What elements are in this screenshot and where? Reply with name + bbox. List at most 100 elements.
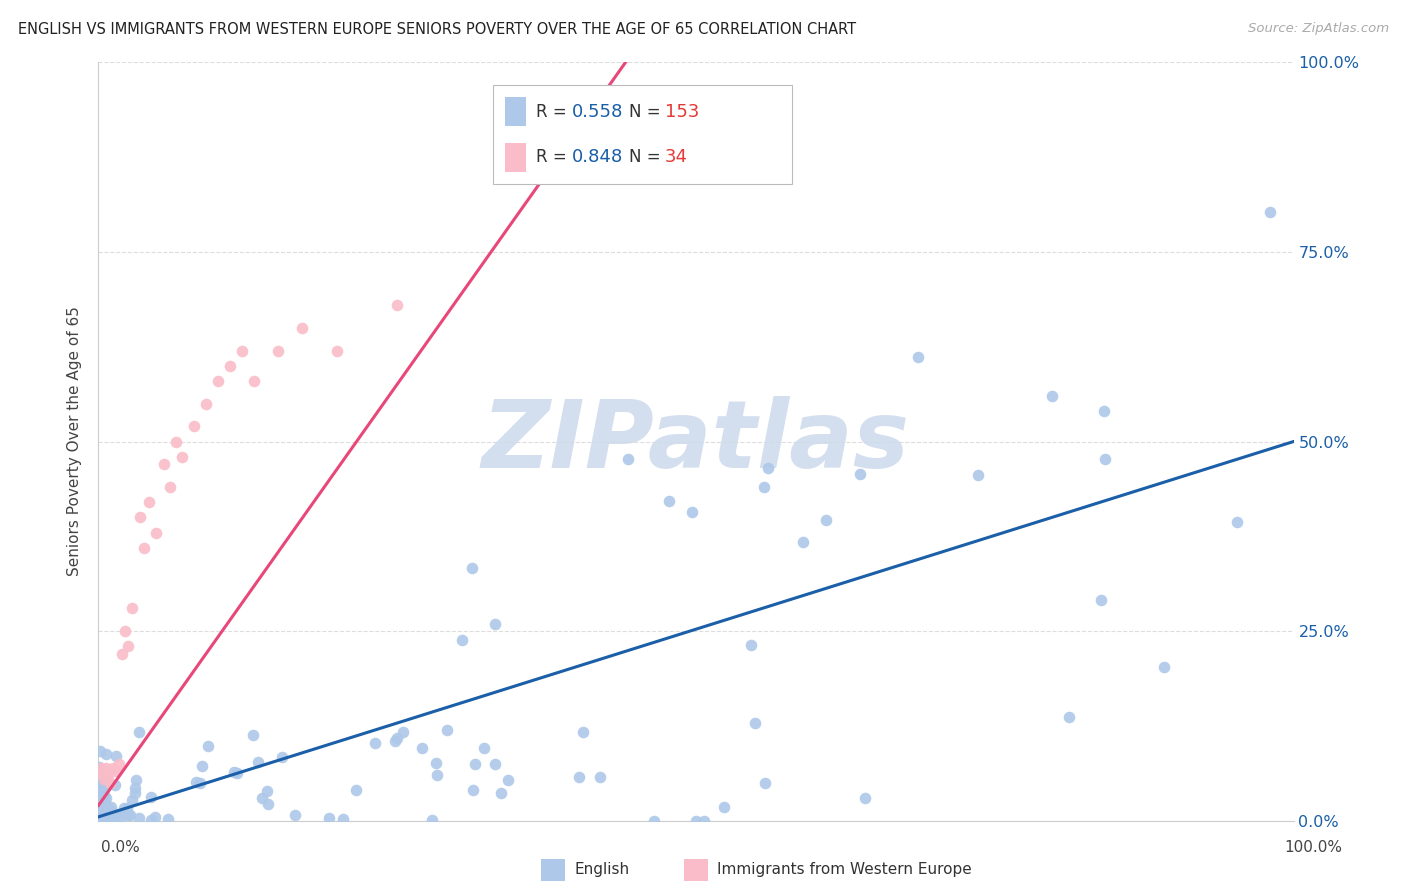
- Point: [87, 759, 110, 773]
- Point: [87, 808, 110, 822]
- Point: [89, 784, 111, 798]
- Point: [101, 760, 124, 774]
- Point: [105, 748, 128, 763]
- Point: [219, 359, 242, 373]
- Point: [89, 814, 111, 828]
- Point: [643, 814, 665, 828]
- Point: [87, 777, 110, 791]
- Point: [207, 374, 229, 388]
- Point: [124, 785, 146, 799]
- Point: [93, 779, 115, 793]
- Point: [250, 791, 273, 805]
- Point: [384, 733, 406, 747]
- Point: [105, 764, 128, 779]
- Point: [98, 776, 122, 790]
- Point: [96, 774, 118, 789]
- Point: [91, 795, 114, 809]
- Point: [87, 793, 110, 807]
- Point: [572, 724, 595, 739]
- Point: [90, 760, 112, 774]
- Point: [1225, 515, 1247, 529]
- Point: [156, 812, 179, 826]
- Point: [226, 765, 249, 780]
- Point: [87, 784, 110, 798]
- Point: [124, 780, 146, 795]
- Point: [267, 343, 290, 358]
- Point: [247, 755, 270, 769]
- Point: [87, 785, 110, 799]
- Point: [464, 756, 486, 771]
- Text: 0.848: 0.848: [572, 148, 623, 166]
- Point: [87, 781, 110, 796]
- Point: [111, 647, 134, 661]
- Point: [89, 814, 111, 828]
- Point: [103, 809, 125, 823]
- Point: [195, 396, 218, 410]
- Point: [792, 535, 814, 549]
- Point: [105, 807, 128, 822]
- Point: [1040, 389, 1063, 403]
- Point: [111, 805, 134, 820]
- Y-axis label: Seniors Poverty Over the Age of 65: Seniors Poverty Over the Age of 65: [67, 307, 83, 576]
- Point: [94, 760, 117, 774]
- Point: [128, 811, 150, 825]
- Point: [472, 740, 495, 755]
- Text: 34: 34: [665, 148, 688, 166]
- Point: [90, 810, 112, 824]
- Point: [91, 768, 114, 782]
- Point: [752, 480, 775, 494]
- Text: Immigrants from Western Europe: Immigrants from Western Europe: [717, 863, 972, 878]
- Point: [100, 805, 122, 820]
- Point: [165, 434, 187, 449]
- Point: [1153, 660, 1175, 674]
- Point: [90, 812, 112, 826]
- Point: [461, 782, 484, 797]
- Text: N =: N =: [628, 103, 666, 120]
- Point: [87, 813, 110, 827]
- Point: [93, 800, 115, 814]
- Point: [693, 814, 716, 828]
- Text: ENGLISH VS IMMIGRANTS FROM WESTERN EUROPE SENIORS POVERTY OVER THE AGE OF 65 COR: ENGLISH VS IMMIGRANTS FROM WESTERN EUROP…: [18, 22, 856, 37]
- Point: [385, 298, 409, 312]
- Point: [114, 624, 136, 639]
- Point: [89, 804, 111, 818]
- Point: [97, 803, 120, 817]
- Point: [172, 450, 194, 464]
- Point: [89, 814, 111, 828]
- Point: [256, 784, 278, 798]
- Text: 153: 153: [665, 103, 699, 120]
- Point: [94, 791, 117, 805]
- Point: [94, 747, 117, 761]
- Point: [754, 776, 776, 790]
- Point: [87, 801, 110, 815]
- Point: [91, 764, 114, 779]
- Bar: [685, 858, 709, 881]
- Point: [94, 796, 117, 810]
- Point: [132, 541, 155, 555]
- Point: [853, 790, 876, 805]
- Point: [183, 419, 205, 434]
- Point: [617, 451, 640, 466]
- Point: [197, 739, 219, 753]
- Point: [100, 800, 122, 814]
- Point: [118, 808, 141, 822]
- Point: [907, 350, 929, 364]
- Point: [740, 638, 762, 652]
- Point: [87, 812, 110, 826]
- Point: [94, 805, 117, 820]
- Text: R =: R =: [536, 103, 572, 120]
- Point: [115, 801, 138, 815]
- Point: [332, 812, 354, 826]
- Point: [139, 813, 162, 827]
- FancyBboxPatch shape: [494, 85, 792, 184]
- Text: R =: R =: [536, 148, 572, 166]
- Point: [87, 809, 110, 823]
- Point: [97, 807, 120, 822]
- Point: [685, 814, 707, 828]
- Point: [257, 797, 280, 812]
- Point: [1260, 205, 1282, 219]
- Point: [125, 773, 148, 788]
- Point: [93, 772, 115, 786]
- Point: [271, 750, 294, 764]
- Point: [129, 510, 152, 524]
